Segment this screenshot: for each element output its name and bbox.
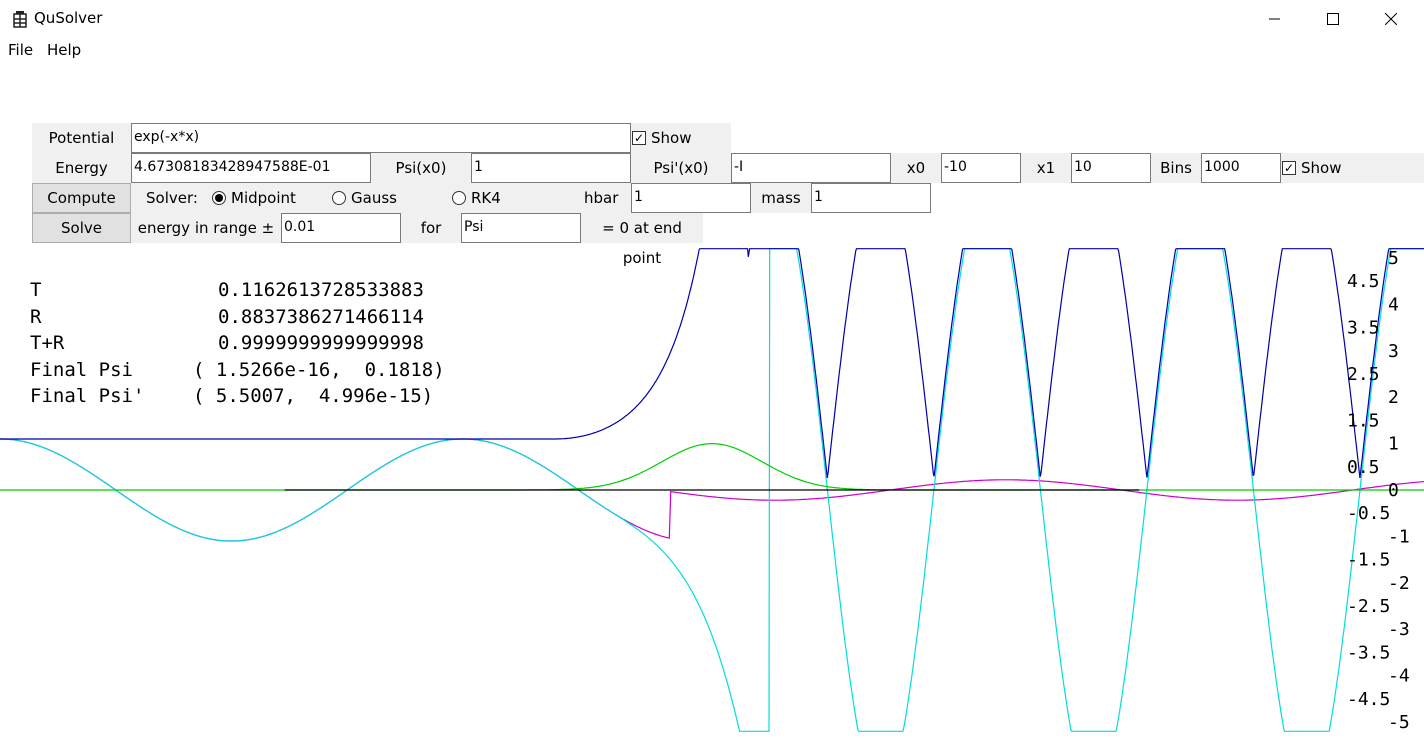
- solver-gauss-radio[interactable]: [332, 191, 346, 205]
- app-icon: [13, 11, 27, 28]
- solver-rk4-label: RK4: [471, 189, 501, 207]
- energy-input[interactable]: 4.67308183428947588E-01: [131, 153, 371, 183]
- solver-rk4-radio[interactable]: [452, 191, 466, 205]
- close-button[interactable]: [1362, 0, 1420, 38]
- y-tick-label: -4.5: [1347, 689, 1390, 710]
- potential-show-label: Show: [651, 129, 692, 147]
- endpoint-label: = 0 at end point: [581, 213, 703, 267]
- close-icon: [1385, 13, 1397, 25]
- x0-label: x0: [891, 153, 941, 183]
- dpsi-x0-label: Psi'(x0): [631, 153, 731, 183]
- result-t-name: T: [30, 279, 42, 301]
- hbar-label: hbar: [584, 189, 619, 207]
- y-tick-label: -1: [1388, 526, 1410, 547]
- potential-show-checkbox[interactable]: ✓: [632, 131, 646, 145]
- menu-file[interactable]: File: [8, 41, 34, 59]
- plot-show-label: Show: [1301, 159, 1342, 177]
- for-input[interactable]: Psi: [461, 213, 581, 243]
- y-tick-label: -0.5: [1347, 503, 1390, 524]
- y-tick-label: 1.5: [1347, 410, 1380, 431]
- potential-input[interactable]: exp(-x*x): [131, 123, 631, 153]
- compute-button[interactable]: Compute: [32, 183, 131, 213]
- result-final-dpsi-value: ( 5.5007, 4.996e-15): [193, 385, 434, 407]
- window-title: QuSolver: [34, 9, 103, 27]
- title-bar: [0, 0, 1424, 38]
- x0-input[interactable]: -10: [941, 153, 1021, 183]
- y-tick-label: -2.5: [1347, 596, 1390, 617]
- y-tick-label: -2: [1388, 573, 1410, 594]
- result-final-dpsi-name: Final Psi': [30, 385, 145, 407]
- y-tick-label: 1: [1388, 434, 1399, 455]
- maximize-icon: [1327, 13, 1339, 25]
- potential-label: Potential: [32, 123, 131, 153]
- y-tick-label: 3: [1388, 341, 1399, 362]
- y-tick-label: 0: [1388, 480, 1399, 501]
- plot-show-group: [1281, 153, 1424, 183]
- result-tr-name: T+R: [30, 332, 65, 354]
- result-t-value: 0.1162613728533883: [218, 279, 424, 301]
- y-tick-label: 4: [1388, 294, 1399, 315]
- bins-label: Bins: [1151, 153, 1201, 183]
- result-r-name: R: [30, 306, 42, 328]
- y-tick-label: -5: [1388, 712, 1410, 733]
- solve-button[interactable]: Solve: [32, 213, 131, 243]
- psi-x0-input[interactable]: 1: [471, 153, 631, 183]
- plot-show-checkbox[interactable]: ✓: [1282, 161, 1296, 175]
- solver-label: Solver:: [146, 189, 198, 207]
- dpsi-x0-input[interactable]: -I: [731, 153, 891, 183]
- menu-help[interactable]: Help: [47, 41, 82, 59]
- energy-range-label: energy in range ±: [131, 213, 281, 243]
- x1-input[interactable]: 10: [1071, 153, 1151, 183]
- y-tick-label: 2: [1388, 387, 1399, 408]
- y-tick-label: 4.5: [1347, 271, 1380, 292]
- solver-midpoint-label: Midpoint: [231, 189, 296, 207]
- potential-show-group: [631, 123, 731, 153]
- y-tick-label: -4: [1388, 666, 1410, 687]
- mass-label: mass: [751, 183, 811, 213]
- result-final-psi-value: ( 1.5266e-16, 0.1818): [193, 359, 445, 381]
- solver-gauss-label: Gauss: [351, 189, 397, 207]
- y-tick-label: 2.5: [1347, 364, 1380, 385]
- menu-bar: [0, 38, 1424, 64]
- result-final-psi-name: Final Psi: [30, 359, 133, 381]
- y-tick-label: 0.5: [1347, 457, 1380, 478]
- minimize-button[interactable]: [1246, 0, 1304, 38]
- y-tick-label: -1.5: [1347, 550, 1390, 571]
- solver-midpoint-radio[interactable]: [212, 191, 226, 205]
- y-tick-label: 5: [1388, 248, 1399, 269]
- y-tick-label: -3: [1388, 619, 1410, 640]
- mass-input[interactable]: 1: [811, 183, 931, 213]
- maximize-button[interactable]: [1304, 0, 1362, 38]
- minimize-icon: [1269, 18, 1280, 20]
- y-tick-label: -3.5: [1347, 642, 1390, 663]
- potential-line: [0, 443, 1424, 491]
- energy-range-input[interactable]: 0.01: [281, 213, 401, 243]
- result-r-value: 0.8837386271466114: [218, 306, 424, 328]
- result-tr-value: 0.9999999999999998: [218, 332, 424, 354]
- y-tick-label: 3.5: [1347, 318, 1380, 339]
- bins-input[interactable]: 1000: [1201, 153, 1281, 183]
- energy-label: Energy: [32, 153, 131, 183]
- hbar-input[interactable]: 1: [631, 183, 751, 213]
- for-label: for: [401, 213, 461, 243]
- psi-x0-label: Psi(x0): [371, 153, 471, 183]
- abs-psi-line: [0, 248, 1424, 478]
- x1-label: x1: [1021, 153, 1071, 183]
